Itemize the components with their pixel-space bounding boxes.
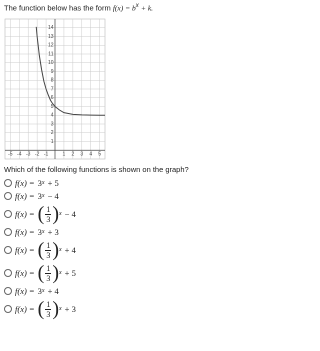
intro: The function below has the form f(x) = b… <box>4 3 153 13</box>
radio-button[interactable] <box>4 179 12 187</box>
x-tick-label: -5 <box>8 152 13 158</box>
y-tick-label: 7 <box>51 86 54 92</box>
y-tick-label: 1 <box>51 139 54 145</box>
option-rest: + 4 <box>64 245 76 255</box>
intro-exp: x <box>135 3 139 9</box>
x-tick-label: -1 <box>44 152 49 158</box>
denominator: 3 <box>46 273 51 283</box>
numerator: 1 <box>45 263 52 274</box>
option-exp: x <box>59 270 62 276</box>
y-tick-label: 13 <box>48 34 54 40</box>
x-tick-label: 1 <box>63 152 66 158</box>
radio-button[interactable] <box>4 305 12 313</box>
option[interactable]: f(x) = 3 x + 3 <box>4 227 76 237</box>
option-lhs: f(x) = <box>15 209 35 219</box>
option-exp: x <box>41 288 45 294</box>
radio-button[interactable] <box>4 287 12 295</box>
x-tick-label: 5 <box>98 152 101 158</box>
denominator: 3 <box>46 309 51 319</box>
option-lhs: f(x) = <box>15 191 35 201</box>
option-exp: x <box>41 180 45 186</box>
radio-button[interactable] <box>4 228 12 236</box>
y-tick-label: 2 <box>51 130 54 136</box>
option-rest: + 5 <box>47 178 59 188</box>
option-rest: + 3 <box>64 304 76 314</box>
numerator: 1 <box>45 204 52 215</box>
intro-formula: f(x) = b <box>112 3 136 13</box>
y-tick-label: 12 <box>48 43 54 49</box>
radio-button[interactable] <box>4 269 12 277</box>
option[interactable]: f(x) =(1 3) x + 4 <box>4 240 76 260</box>
y-tick-label: 8 <box>51 78 54 84</box>
open-paren: ( <box>37 239 45 261</box>
radio-button[interactable] <box>4 210 12 218</box>
option-exp: x <box>59 247 62 253</box>
option-exp: x <box>59 211 62 217</box>
x-tick-label: 3 <box>80 152 83 158</box>
option[interactable]: f(x) =(1 3) x − 4 <box>4 204 76 224</box>
question: Which of the following functions is show… <box>4 165 189 174</box>
x-tick-label: 4 <box>89 152 92 158</box>
option-lhs: f(x) = <box>15 286 35 296</box>
denominator: 3 <box>46 250 51 260</box>
radio-button[interactable] <box>4 192 12 200</box>
open-paren: ( <box>37 298 45 320</box>
option[interactable]: f(x) = 3 x + 4 <box>4 286 76 296</box>
close-paren: ) <box>52 203 59 225</box>
close-paren: ) <box>52 239 59 261</box>
x-tick-label: 2 <box>71 152 74 158</box>
y-tick-label: 6 <box>51 95 54 101</box>
page: The function below has the form f(x) = b… <box>4 3 189 322</box>
y-tick-label: 14 <box>48 25 54 31</box>
y-tick-label: 11 <box>48 51 53 57</box>
option-lhs: f(x) = <box>15 268 35 278</box>
y-tick-label: 9 <box>51 69 54 75</box>
denominator: 3 <box>46 214 51 224</box>
option-lhs: f(x) = <box>15 178 35 188</box>
option-lhs: f(x) = <box>15 245 35 255</box>
y-tick-label: 5 <box>51 104 54 110</box>
curve <box>35 26 105 116</box>
option-rest: + 4 <box>47 286 59 296</box>
option-base: 3 <box>37 227 42 237</box>
option-base: 3 <box>37 191 42 201</box>
option-rest: − 4 <box>64 209 76 219</box>
option-rest: − 4 <box>47 191 59 201</box>
y-tick-label: 4 <box>51 113 54 119</box>
open-paren: ( <box>37 203 45 225</box>
numerator: 1 <box>45 240 52 251</box>
open-paren: ( <box>37 262 45 284</box>
y-tick-label: 3 <box>51 121 54 127</box>
option-exp: x <box>41 193 45 199</box>
option[interactable]: f(x) =(1 3) x + 5 <box>4 263 76 283</box>
option-exp: x <box>41 229 45 235</box>
x-tick-label: -3 <box>26 152 31 158</box>
option[interactable]: f(x) = 3 x + 5 <box>4 178 76 188</box>
close-paren: ) <box>52 298 59 320</box>
radio-button[interactable] <box>4 246 12 254</box>
option-base: 3 <box>37 178 42 188</box>
x-tick-label: -2 <box>35 152 40 158</box>
y-tick-label: 10 <box>48 60 54 66</box>
intro-tail: + k. <box>140 3 154 13</box>
option-rest: + 3 <box>47 227 59 237</box>
option-base: 3 <box>37 286 42 296</box>
option[interactable]: f(x) =(1 3) x + 3 <box>4 299 76 319</box>
option-lhs: f(x) = <box>15 227 35 237</box>
options: f(x) = 3 x + 5 f(x) = 3 x − 4 f(x) =(1 3) x − 4 f(x)… <box>4 178 76 322</box>
x-tick-label: -4 <box>17 152 22 158</box>
intro-text: The function below has the form <box>4 3 111 13</box>
close-paren: ) <box>52 262 59 284</box>
numerator: 1 <box>45 299 52 310</box>
option-rest: + 5 <box>64 268 76 278</box>
option-exp: x <box>59 306 62 312</box>
option-lhs: f(x) = <box>15 304 35 314</box>
option[interactable]: f(x) = 3 x − 4 <box>4 191 76 201</box>
